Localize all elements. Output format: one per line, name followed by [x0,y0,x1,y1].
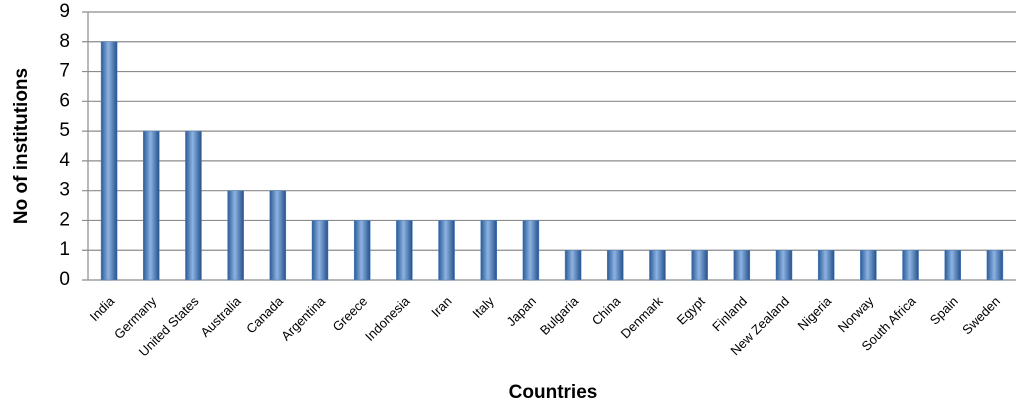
bar [691,249,708,281]
x-tick-label: Japan [503,294,539,330]
bar [902,249,919,281]
bar [185,130,202,281]
y-tick-label: 8 [59,31,70,52]
bar [607,249,624,281]
bar [944,249,961,281]
bar [817,249,835,281]
bar [649,249,666,281]
bar [396,220,413,281]
y-tick-label: 5 [59,120,70,141]
x-tick-label: Egypt [674,293,708,327]
x-tick-label: Italy [469,293,497,321]
bar [986,249,1004,281]
x-tick-label: Denmark [618,293,666,341]
bar [860,249,877,281]
x-tick-label: China [589,293,624,328]
x-tick-label: Norway [835,293,877,335]
x-tick-label: Bulgaria [537,293,582,338]
x-tick-label: Indonesia [362,293,413,344]
bar [480,220,497,281]
y-axis-title: No of institutions [11,68,32,224]
x-tick-label: India [87,293,118,324]
x-tick-label: Nigeria [795,293,835,333]
x-tick-label: Iran [428,294,454,320]
x-axis-title: Countries [509,382,598,403]
x-tick-label: Sweden [959,294,1003,338]
y-tick-label: 2 [59,209,70,230]
bar [143,130,160,281]
bar [564,249,582,281]
bar [733,249,751,281]
bar [522,220,540,281]
bar [100,41,118,281]
bar [353,220,371,281]
x-tick-label: Spain [927,294,961,328]
bar [269,190,287,281]
x-tick-label: Greece [330,294,371,335]
x-tick-label: Finland [709,294,750,335]
y-tick-label: 9 [59,1,70,22]
bar [311,220,329,281]
y-tick-label: 6 [59,90,70,111]
y-tick-label: 7 [59,61,70,82]
y-tick-label: 1 [59,239,70,260]
y-tick-label: 4 [59,150,70,171]
bar [775,249,793,281]
y-tick-label: 3 [59,180,70,201]
x-tick-label: Australia [197,293,244,340]
x-tick-label: Argentina [278,293,329,344]
bar [438,220,455,281]
y-tick-label: 0 [59,269,70,290]
bar [227,190,244,281]
